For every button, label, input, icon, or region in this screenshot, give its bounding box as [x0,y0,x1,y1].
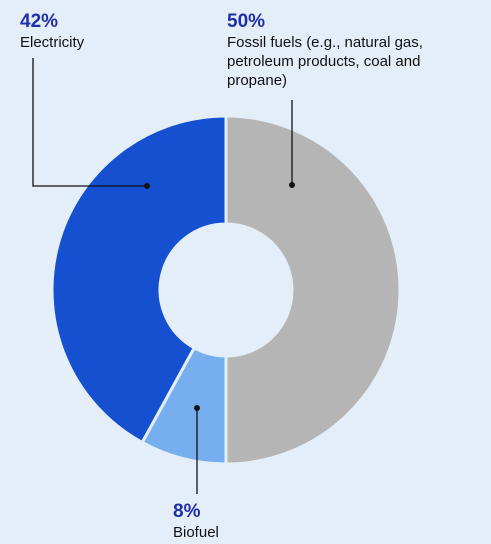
percent-biofuel: 8% [173,501,201,522]
label-electricity: 42% Electricity [20,12,84,52]
name-fossil-fuels: Fossil fuels (e.g., natural gas, petrole… [227,34,423,89]
slice-fossil-fuels [224,114,402,466]
percent-electricity: 42% [20,11,59,32]
name-biofuel: Biofuel [173,524,219,541]
name-electricity: Electricity [20,34,85,51]
leader-dot-biofuel [194,405,200,411]
leader-dot-electricity [144,183,150,189]
leader-dot-fossil-fuels [289,182,295,188]
slice-electricity [50,114,228,445]
label-biofuel: 8% Biofuel [173,502,219,542]
percent-fossil-fuels: 50% [227,11,266,32]
leader-line-electricity [32,58,147,187]
label-fossil-fuels: 50% Fossil fuels (e.g., natural gas, pet… [227,12,477,90]
